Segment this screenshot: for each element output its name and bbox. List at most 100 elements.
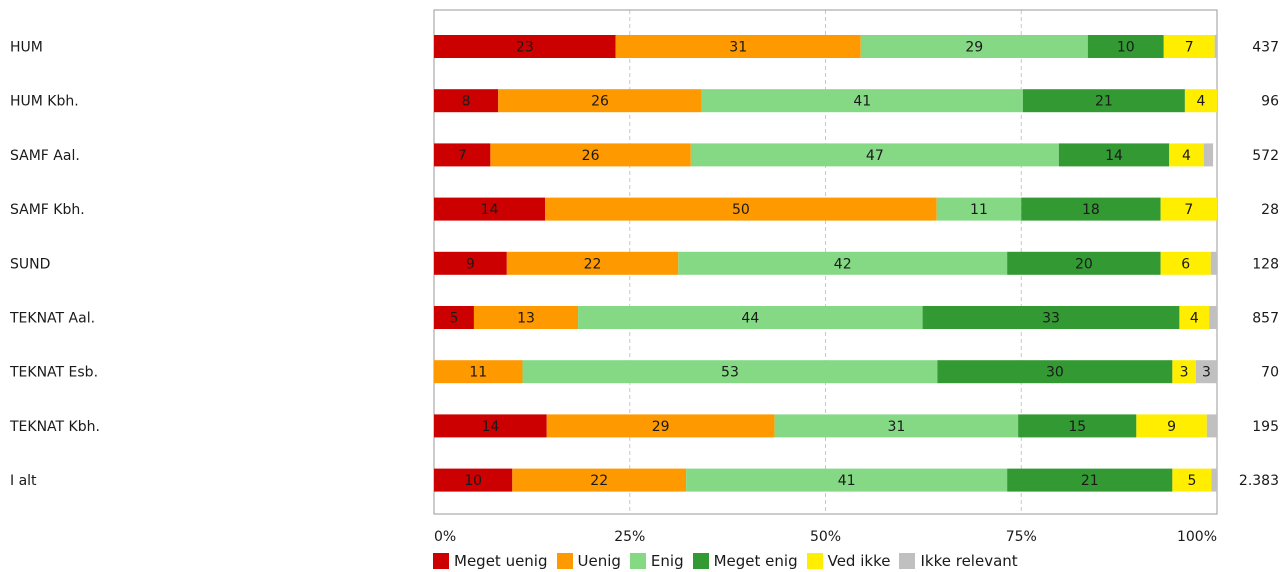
data-label: 3 bbox=[1180, 365, 1189, 381]
bar-segment bbox=[1087, 35, 1164, 58]
bar-segment bbox=[686, 468, 1008, 492]
legend-swatch bbox=[433, 553, 449, 569]
category-label: HUM Kbh. bbox=[10, 94, 79, 110]
bar-segment bbox=[1136, 414, 1207, 438]
bar-segment bbox=[498, 89, 702, 113]
bar-segment bbox=[434, 360, 523, 384]
data-label: 10 bbox=[464, 473, 482, 489]
data-label: 33 bbox=[1042, 311, 1060, 327]
category-label: SAMF Kbh. bbox=[10, 202, 85, 218]
legend-label: Meget uenig bbox=[454, 552, 548, 570]
bar-segment bbox=[1206, 414, 1217, 438]
data-label: 22 bbox=[590, 473, 608, 489]
bar-segment bbox=[1184, 89, 1217, 113]
bar-segment bbox=[473, 306, 579, 329]
bar-segment bbox=[434, 143, 491, 167]
data-label: 4 bbox=[1190, 311, 1199, 327]
legend-item: Enig bbox=[629, 552, 684, 570]
category-label: TEKNAT Kbh. bbox=[9, 419, 100, 435]
bar-segment bbox=[936, 197, 1022, 221]
data-label: 4 bbox=[1182, 148, 1191, 164]
data-label: 6 bbox=[1181, 256, 1190, 272]
data-label: 22 bbox=[584, 256, 602, 272]
data-label: 42 bbox=[834, 256, 852, 272]
row-total: 857 bbox=[1252, 311, 1279, 327]
legend-item: Ikke relevant bbox=[899, 552, 1018, 570]
bar-segment bbox=[774, 414, 1019, 438]
bar-segment bbox=[434, 306, 474, 329]
row-total: 572 bbox=[1252, 148, 1279, 164]
chart-legend: Meget uenig Uenig Enig Meget enig Ved ikke Ik… bbox=[433, 551, 1027, 571]
data-label: 30 bbox=[1046, 365, 1064, 381]
bar-segment bbox=[545, 197, 937, 221]
category-label: TEKNAT Esb. bbox=[9, 365, 98, 381]
bar-segment bbox=[1210, 251, 1217, 275]
data-label: 5 bbox=[1187, 473, 1196, 489]
legend-label: Enig bbox=[650, 552, 684, 570]
bar-segment bbox=[578, 306, 923, 329]
bar-segment bbox=[434, 251, 507, 275]
data-label: 31 bbox=[887, 419, 905, 435]
data-label: 26 bbox=[582, 148, 600, 164]
data-label: 21 bbox=[1095, 94, 1113, 110]
legend-swatch bbox=[556, 553, 573, 569]
row-total: 70 bbox=[1261, 365, 1279, 381]
bar-segment bbox=[546, 414, 775, 438]
data-label: 29 bbox=[965, 40, 983, 56]
data-label: 47 bbox=[866, 148, 884, 164]
data-label: 41 bbox=[838, 473, 856, 489]
data-label: 9 bbox=[466, 256, 475, 272]
bar-segment bbox=[1007, 251, 1161, 275]
data-label: 29 bbox=[652, 419, 670, 435]
legend-item: Meget uenig bbox=[433, 552, 548, 570]
bar-segment bbox=[690, 143, 1059, 167]
x-tick-label: 25% bbox=[614, 529, 645, 545]
x-tick-label: 75% bbox=[1006, 529, 1037, 545]
legend-label: Uenig bbox=[577, 552, 621, 570]
bar-segment bbox=[1172, 468, 1212, 492]
data-label: 11 bbox=[970, 202, 988, 218]
data-label: 7 bbox=[1185, 40, 1194, 56]
legend-item: Uenig bbox=[556, 552, 621, 570]
category-label: HUM bbox=[10, 40, 43, 56]
data-label: 53 bbox=[721, 365, 739, 381]
data-label: 15 bbox=[1068, 419, 1086, 435]
bar-segment bbox=[1172, 360, 1196, 384]
bar-segment bbox=[434, 414, 547, 438]
bar-segment bbox=[434, 197, 546, 221]
bar-segment bbox=[1058, 143, 1170, 167]
category-label: I alt bbox=[10, 473, 37, 489]
bar-segment bbox=[434, 468, 513, 492]
data-label: 26 bbox=[591, 94, 609, 110]
bar-segment bbox=[1163, 35, 1215, 58]
bar-segment bbox=[506, 251, 679, 275]
data-label: 21 bbox=[1081, 473, 1099, 489]
bar-segment bbox=[490, 143, 691, 167]
bar-segment bbox=[434, 35, 616, 58]
category-label: SUND bbox=[10, 256, 50, 272]
data-label: 7 bbox=[1184, 202, 1193, 218]
row-total: 28 bbox=[1261, 202, 1279, 218]
legend-item: Meget enig bbox=[692, 552, 798, 570]
row-total: 2.383 bbox=[1239, 473, 1279, 489]
bar-segment bbox=[1160, 197, 1217, 221]
data-label: 31 bbox=[729, 40, 747, 56]
bar-segment bbox=[1160, 251, 1211, 275]
bar-segment bbox=[701, 89, 1023, 113]
data-label: 3 bbox=[1202, 365, 1211, 381]
bar-segment bbox=[922, 306, 1180, 329]
data-label: 4 bbox=[1196, 94, 1205, 110]
legend-label: Ved ikke bbox=[827, 552, 891, 570]
legend-swatch bbox=[899, 553, 916, 569]
legend-label: Ikke relevant bbox=[920, 552, 1018, 570]
bar-segment bbox=[1211, 468, 1217, 492]
data-label: 10 bbox=[1117, 40, 1135, 56]
bar-segment bbox=[937, 360, 1173, 384]
legend-swatch bbox=[806, 553, 823, 569]
bar-segment bbox=[1209, 306, 1217, 329]
bar-segment bbox=[522, 360, 938, 384]
data-label: 23 bbox=[516, 40, 534, 56]
bar-segment bbox=[1018, 414, 1137, 438]
data-label: 5 bbox=[450, 311, 459, 327]
